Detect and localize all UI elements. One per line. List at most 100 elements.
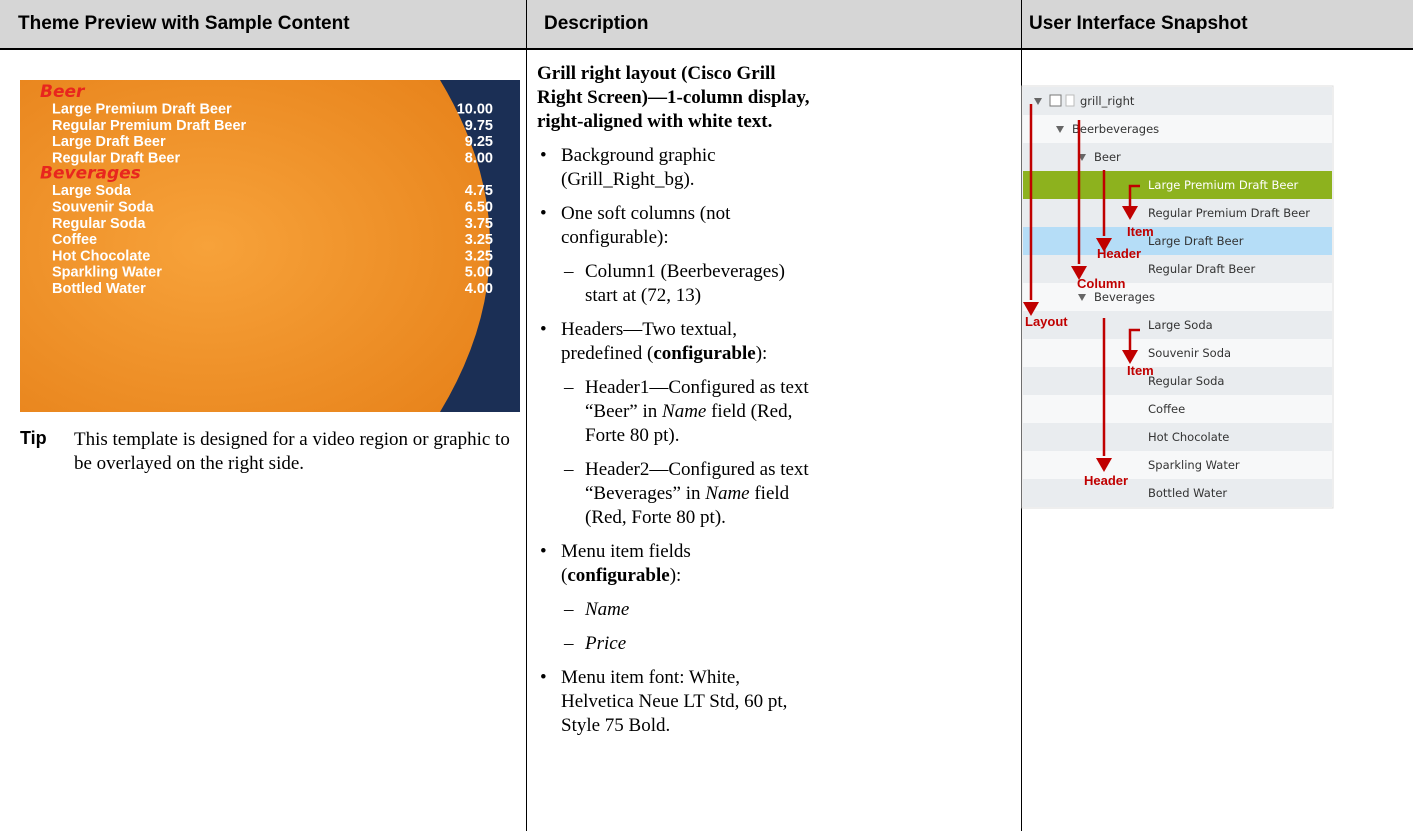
bullet-item: Background graphic (Grill_Right_bg). bbox=[537, 144, 815, 192]
text-run: Background graphic (Grill_Right_bg). bbox=[561, 145, 716, 190]
tree-label: Beer bbox=[1094, 150, 1121, 164]
bullet-item: Menu item font: White, Helvetica Neue LT… bbox=[537, 666, 815, 738]
sub-bullet-item: Column1 (Beerbeverages) start at (72, 13… bbox=[561, 260, 815, 308]
annotation-label: Item bbox=[1127, 363, 1154, 378]
tip-text: This template is designed for a video re… bbox=[74, 429, 510, 474]
menu-item-name: Large Soda bbox=[52, 183, 132, 199]
expand-triangle bbox=[1078, 294, 1086, 301]
sub-bullet-item: Name bbox=[561, 598, 815, 622]
text-run: ): bbox=[755, 343, 768, 364]
tree-row bbox=[1023, 227, 1332, 255]
column-header: User Interface Snapshot bbox=[1021, 0, 1413, 50]
menu-item-name: Coffee bbox=[52, 232, 97, 248]
expand-triangle bbox=[1078, 154, 1086, 161]
tree-label: Hot Chocolate bbox=[1148, 430, 1229, 444]
bullet-list: Background graphic (Grill_Right_bg). One … bbox=[537, 144, 815, 738]
menu-item-price: 4.75 bbox=[465, 183, 493, 199]
arrow-head bbox=[1096, 238, 1112, 252]
text-run: Name bbox=[585, 599, 630, 620]
tree-label: Large Premium Draft Beer bbox=[1148, 178, 1299, 192]
tree-label: grill_right bbox=[1080, 94, 1135, 108]
text-run: Price bbox=[585, 633, 627, 654]
tree-row bbox=[1023, 171, 1332, 199]
bullet-item: Menu item fields (configurable): bbox=[537, 540, 815, 588]
annotation-arrow bbox=[1128, 184, 1140, 206]
menu-item-name: Regular Draft Beer bbox=[52, 150, 180, 166]
text-run: Name bbox=[705, 483, 750, 504]
tree-label: Beverages bbox=[1094, 290, 1155, 304]
annotation-label: Layout bbox=[1025, 314, 1068, 329]
text-run: Name bbox=[662, 401, 707, 422]
arrow-head bbox=[1122, 350, 1138, 364]
text-run: Menu item font: White, Helvetica Neue LT… bbox=[561, 667, 788, 736]
text-run: configurable bbox=[567, 565, 670, 586]
menu-item-price: 9.75 bbox=[465, 118, 493, 134]
arrow-head bbox=[1023, 302, 1039, 316]
menu-item-name: Regular Premium Draft Beer bbox=[52, 118, 247, 134]
tree-label: Souvenir Soda bbox=[1148, 346, 1231, 360]
checkbox bbox=[1049, 94, 1062, 107]
tree-label: Sparkling Water bbox=[1148, 458, 1240, 472]
page-icon bbox=[1065, 94, 1075, 107]
text-run: Menu item fields ( bbox=[561, 541, 691, 586]
tree-row bbox=[1023, 283, 1332, 311]
text-run: field (Red, Forte 80 pt). bbox=[585, 401, 793, 446]
preview-orange bbox=[20, 80, 490, 412]
description-title: Grill right layout (Cisco Grill Right Sc… bbox=[537, 63, 810, 132]
menu-item-price: 4.00 bbox=[465, 281, 493, 297]
tree-row bbox=[1023, 143, 1332, 171]
text-run: field (Red, Forte 80 pt). bbox=[585, 483, 790, 528]
tree-row bbox=[1023, 199, 1332, 227]
text-run: Header2—Configured as text “Beverages” i… bbox=[585, 459, 809, 504]
tree-row bbox=[1023, 479, 1332, 507]
menu-item-name: Souvenir Soda bbox=[52, 200, 154, 216]
sub-bullet-item: Price bbox=[561, 632, 815, 656]
tree-row bbox=[1023, 367, 1332, 395]
expand-triangle bbox=[1034, 98, 1042, 105]
tree-row bbox=[1023, 87, 1332, 115]
menu-item-price: 8.00 bbox=[465, 150, 493, 166]
menu-item-name: Large Draft Beer bbox=[52, 134, 166, 150]
annotation-label: Column bbox=[1077, 276, 1125, 291]
menu-item-price: 9.25 bbox=[465, 134, 493, 150]
tree-label: Regular Premium Draft Beer bbox=[1148, 206, 1310, 220]
menu-item-name: Hot Chocolate bbox=[52, 248, 150, 264]
tree-label: Large Soda bbox=[1148, 318, 1213, 332]
menu-item-price: 3.25 bbox=[465, 232, 493, 248]
menu-header: Beer bbox=[40, 82, 86, 102]
tip-label: Tip bbox=[20, 428, 47, 448]
tree-label: Beerbeverages bbox=[1072, 122, 1159, 136]
menu-item-name: Sparkling Water bbox=[52, 265, 162, 281]
sub-bullet-item: Header1—Configured as text “Beer” in Nam… bbox=[561, 376, 815, 448]
text-run: Header1—Configured as text “Beer” in bbox=[585, 377, 809, 422]
menu-item-name: Regular Soda bbox=[52, 216, 146, 232]
tree-row bbox=[1023, 255, 1332, 283]
menu-item-price: 10.00 bbox=[457, 102, 493, 118]
tree-label: Regular Draft Beer bbox=[1148, 262, 1255, 276]
menu-header: Beverages bbox=[40, 164, 141, 184]
menu-item-name: Bottled Water bbox=[52, 281, 146, 297]
text-run: configurable bbox=[653, 343, 756, 364]
menu-item-name: Large Premium Draft Beer bbox=[52, 102, 232, 118]
column-divider bbox=[526, 0, 527, 831]
snapshot-frame bbox=[1021, 85, 1334, 509]
tree-row bbox=[1023, 339, 1332, 367]
bullet-item: Headers—Two textual, predefined (configu… bbox=[537, 318, 815, 366]
tree-label: Large Draft Beer bbox=[1148, 234, 1244, 248]
sub-bullet-item: Header2—Configured as text “Beverages” i… bbox=[561, 458, 815, 530]
annotation-label: Item bbox=[1127, 224, 1154, 239]
annotation-label: Header bbox=[1084, 473, 1128, 488]
text-run: ): bbox=[669, 565, 682, 586]
column-header: Theme Preview with Sample Content bbox=[0, 0, 526, 50]
menu-item-price: 3.25 bbox=[465, 248, 493, 264]
arrow-head bbox=[1096, 458, 1112, 472]
text-run: Column1 (Beerbeverages) start at (72, 13… bbox=[585, 261, 785, 306]
arrow-head bbox=[1071, 266, 1087, 280]
text-run: Headers—Two textual, predefined ( bbox=[561, 319, 737, 364]
menu-item-price: 6.50 bbox=[465, 200, 493, 216]
tree-label: Regular Soda bbox=[1148, 374, 1224, 388]
tree-row bbox=[1023, 423, 1332, 451]
tree-row bbox=[1023, 311, 1332, 339]
